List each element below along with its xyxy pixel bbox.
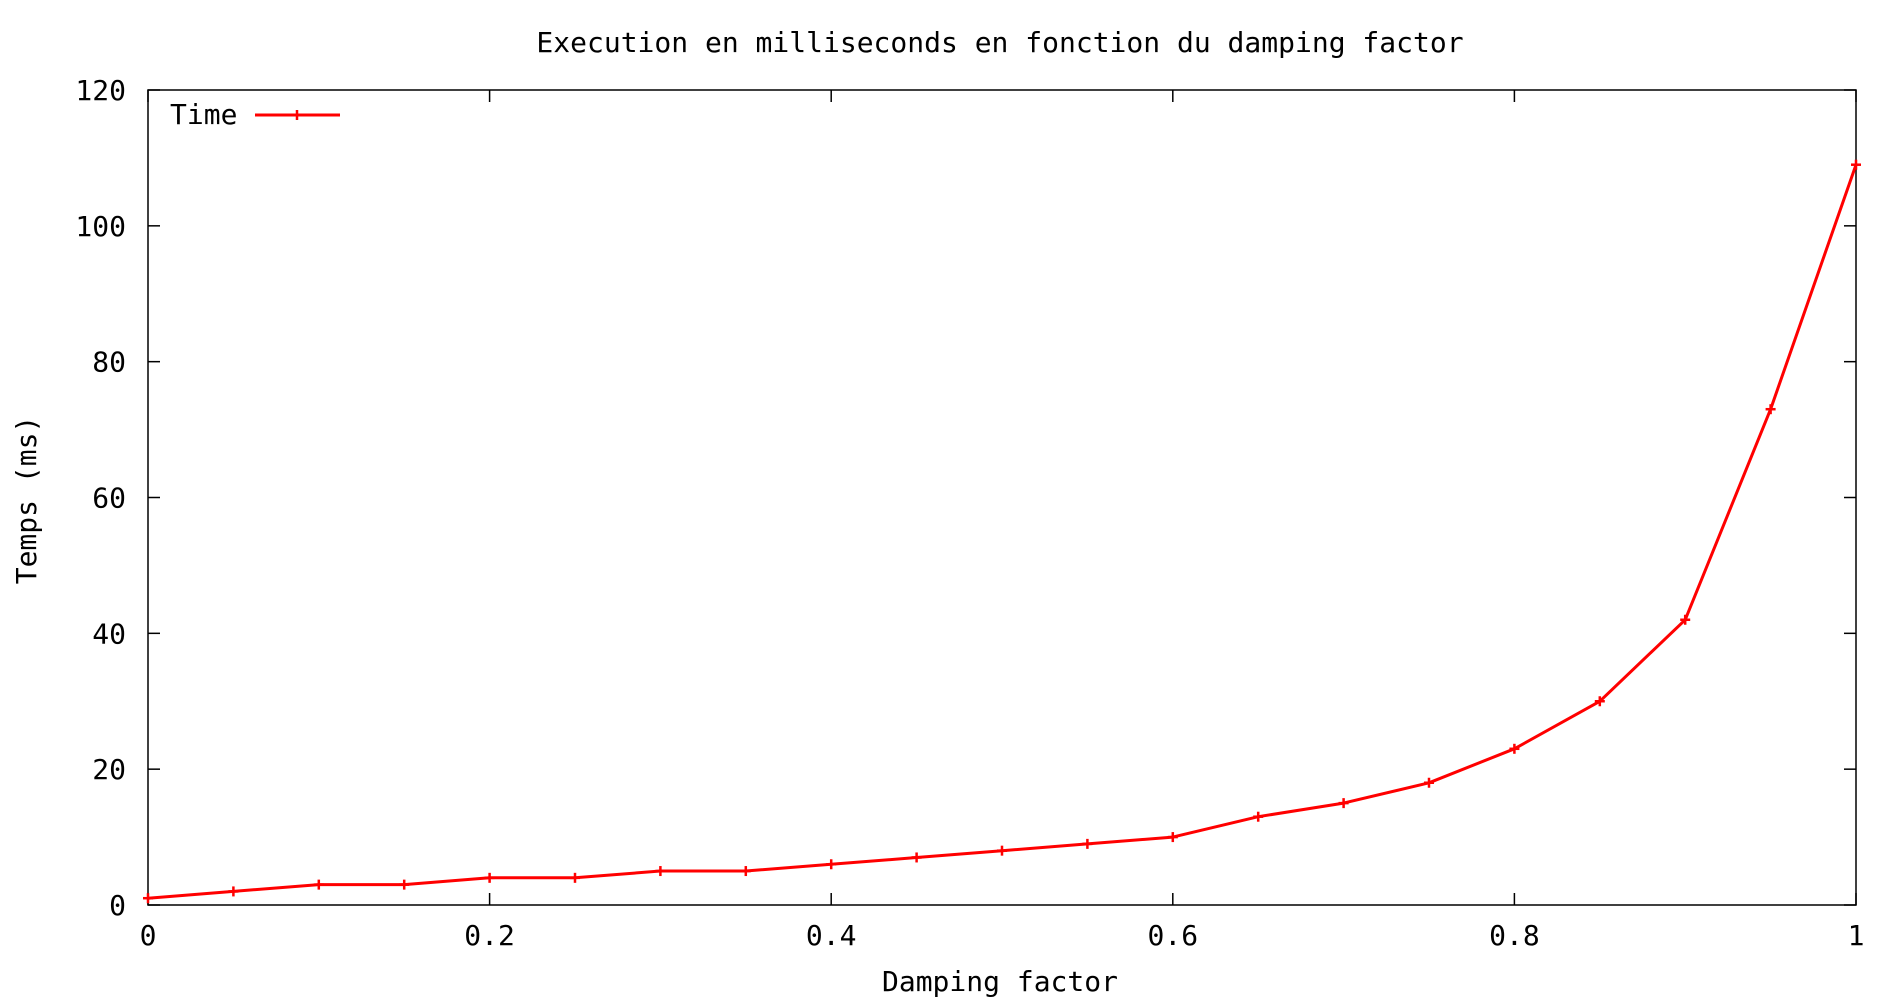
x-tick-label: 0.6: [1148, 919, 1199, 952]
y-tick-label: 100: [75, 210, 126, 243]
y-axis: 0 20 40 60 80 100 120: [75, 74, 1856, 922]
x-tick-label: 0: [140, 919, 157, 952]
data-point: [1765, 404, 1776, 415]
legend: Time: [170, 98, 340, 131]
data-point: [313, 879, 324, 890]
data-point: [1594, 696, 1605, 707]
data-point: [570, 872, 580, 883]
data-point: [228, 886, 239, 897]
y-tick-label: 20: [92, 753, 126, 786]
data-point: [655, 866, 666, 877]
legend-marker-plus: [292, 110, 302, 120]
data-point: [1680, 614, 1691, 625]
series-layer: [143, 159, 1861, 904]
data-point: [1253, 811, 1264, 822]
data-point: [826, 859, 837, 870]
y-tick-label: 60: [92, 482, 126, 515]
data-point: [1509, 743, 1520, 754]
legend-label: Time: [170, 98, 237, 131]
x-axis: 0 0.2 0.4 0.6 0.8 1: [140, 90, 1865, 952]
y-tick-label: 40: [92, 617, 126, 650]
x-axis-label: Damping factor: [882, 965, 1118, 998]
y-axis-label: Temps (ms): [10, 416, 43, 585]
data-point: [143, 893, 153, 904]
x-tick-label: 0.8: [1489, 919, 1540, 952]
chart-title: Execution en milliseconds en fonction du…: [536, 26, 1463, 59]
data-point: [1338, 798, 1349, 809]
data-point: [911, 852, 922, 863]
data-point: [1167, 832, 1178, 843]
data-point: [399, 879, 410, 890]
x-tick-label: 0.2: [464, 919, 515, 952]
data-point: [1082, 838, 1093, 849]
plot-frame: [147, 89, 1857, 906]
legend-marker: [292, 110, 302, 120]
series-line: [147, 164, 1858, 900]
x-tick-label: 1: [1848, 919, 1865, 952]
data-point: [997, 845, 1007, 856]
data-point: [1424, 777, 1434, 788]
y-tick-label: 0: [109, 889, 126, 922]
data-point: [484, 872, 495, 883]
y-tick-label: 120: [75, 74, 126, 107]
y-tick-label: 80: [92, 346, 126, 379]
data-point: [1851, 159, 1861, 170]
x-tick-label: 0.4: [806, 919, 857, 952]
data-point: [740, 866, 751, 877]
